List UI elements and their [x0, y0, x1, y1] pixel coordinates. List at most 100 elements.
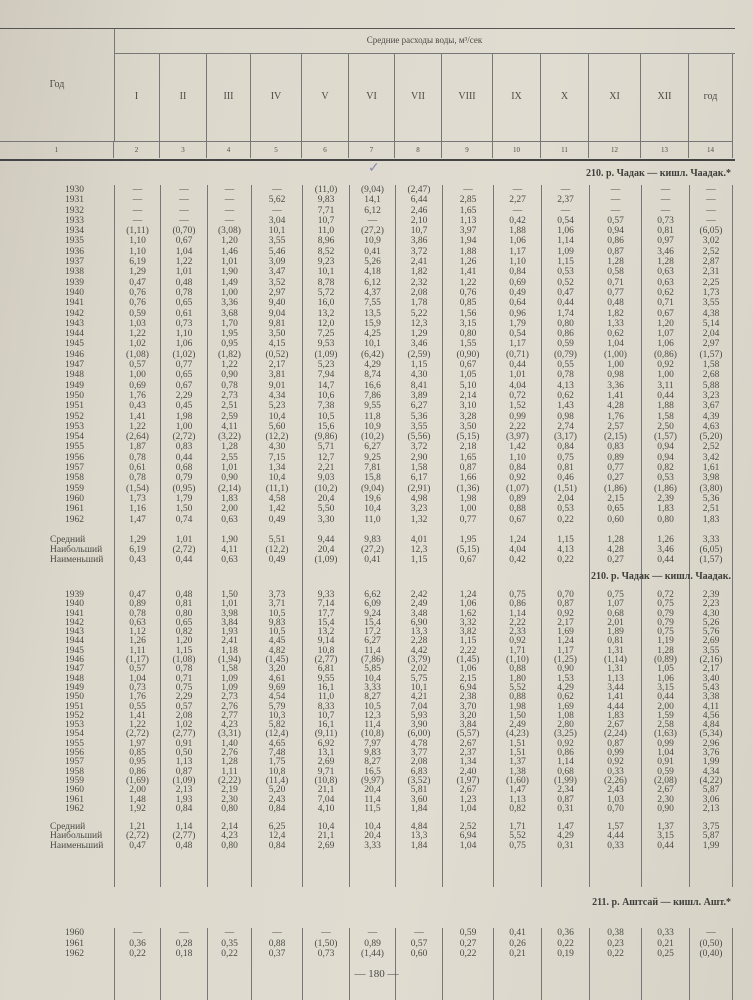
value-cell: (1,11) [114, 226, 160, 237]
value-cell: 0,59 [541, 339, 589, 350]
year-cell [0, 525, 114, 535]
value-cell: 1,22 [114, 720, 160, 731]
value-cell: 4,01 [395, 534, 442, 546]
value-cell: 21,1 [302, 785, 349, 796]
value-cell: (0,70) [160, 226, 207, 237]
table-row: 1939 0,47 0,48 1,49 3,52 8,78 6,12 2,32 1,22 0,69… [0, 277, 735, 288]
table-row: 1942 0,59 0,61 3,68 9,04 13,2 13,5 5,22 1,56 0,96… [0, 308, 735, 319]
value-cell: 5,20 [251, 785, 302, 796]
value-cell: 5,10 [442, 380, 493, 391]
table-row: 1952 1,41 2,08 2,77 10,3 10,7 12,3 5,93 3,20 1,50… [0, 711, 735, 722]
value-cell: 0,67 [493, 514, 541, 525]
value-cell: — [114, 195, 160, 206]
value-cell: 2,01 [589, 618, 641, 629]
value-cell: 2,87 [689, 257, 733, 268]
value-cell: 2,17 [251, 360, 302, 371]
value-cell [207, 851, 251, 888]
value-cell: 1,41 [442, 267, 493, 278]
value-cell: 10,4 [349, 822, 395, 833]
value-cell [349, 959, 395, 1000]
value-cell [689, 524, 733, 535]
value-cell: — [349, 928, 395, 939]
value-cell: 4,61 [251, 674, 302, 684]
summary-row: Наименьший 0,47 0,48 0,80 0,84 2,69 3,33 1,84 1,… [0, 841, 735, 852]
value-cell: 2,14 [442, 390, 493, 402]
value-cell: 1,21 [114, 822, 160, 833]
value-cell: 0,27 [589, 473, 641, 484]
table-row: 1962 1,92 0,84 0,80 0,84 4,10 11,5 1,84 1,04 0,82… [0, 804, 735, 815]
value-cell: 0,73 [302, 949, 349, 960]
table-row: 1947 0,57 0,77 1,22 2,17 5,23 4,29 1,15 0,67 0,44… [0, 360, 735, 371]
value-cell: 3,50 [442, 421, 493, 433]
value-cell: 1,52 [493, 401, 541, 412]
value-cell: 6,17 [395, 473, 442, 484]
table-row: 1944 1,22 1,10 1,95 3,50 7,25 4,25 1,29 0,80 0,54… [0, 329, 735, 340]
table-row: 1948 1,00 0,65 0,90 3,81 7,94 8,74 4,30 1,05 1,01… [0, 370, 735, 381]
value-cell: 1,22 [442, 277, 493, 288]
value-cell: 1,24 [541, 637, 589, 647]
year-cell: 1958 [65, 766, 84, 777]
value-cell: 1,00 [207, 287, 251, 299]
value-cell [442, 565, 493, 596]
value-cell: 2,08 [160, 711, 207, 722]
value-cell: 8,74 [349, 370, 395, 381]
value-cell: (6,05) [689, 226, 733, 237]
value-cell: 15,4 [302, 618, 349, 629]
table-row: 1950 1,76 2,29 2,73 4,54 11,0 8,27 4,21 2,38 0,88… [0, 692, 735, 703]
year-cell: 1944 [65, 636, 84, 647]
value-cell: 3,84 [442, 720, 493, 731]
value-cell: 9,55 [302, 674, 349, 684]
value-cell [541, 851, 589, 888]
value-cell: 0,86 [589, 236, 641, 247]
value-cell: 0,22 [541, 938, 589, 949]
value-cell: 1,93 [160, 795, 207, 805]
value-cell: 0,75 [641, 627, 689, 638]
value-cell: 0,63 [207, 514, 251, 525]
value-cell: 1,41 [114, 411, 160, 422]
value-cell: 0,50 [160, 748, 207, 759]
value-cell: 9,83 [251, 618, 302, 629]
value-cell: 1,98 [442, 493, 493, 505]
table-row: 1961 1,48 1,93 2,30 2,43 7,04 11,4 3,60 1,23 1,13… [0, 795, 735, 805]
value-cell: 3,32 [442, 618, 493, 629]
table-row: 1953 1,22 1,00 4,11 5,60 15,6 10,9 3,55 3,50 2,22… [0, 421, 735, 433]
value-cell: 2,49 [493, 720, 541, 731]
value-cell: 1,13 [442, 215, 493, 227]
value-cell: — [251, 185, 302, 196]
year-cell: 1949 [65, 380, 84, 391]
value-cell: 0,77 [442, 514, 493, 525]
value-cell: 1,88 [493, 226, 541, 237]
value-cell: 1,01 [207, 257, 251, 268]
value-cell: 20,4 [302, 545, 349, 556]
value-cell: — [541, 205, 589, 216]
value-cell: 0,63 [207, 555, 251, 566]
value-cell: 0,44 [541, 298, 589, 309]
value-cell: 7,48 [251, 748, 302, 759]
value-cell: 2,29 [160, 390, 207, 402]
value-cell: 1,19 [641, 637, 689, 647]
value-cell: (1,08) [114, 349, 160, 361]
value-cell: 12,7 [302, 452, 349, 464]
value-cell: (1,86) [589, 483, 641, 494]
value-cell: (6,05) [689, 545, 733, 556]
value-cell: 0,21 [641, 938, 689, 949]
value-cell: — [442, 185, 493, 196]
summary-label: Средний [50, 822, 86, 833]
value-cell: 1,55 [442, 339, 493, 350]
value-cell: 9,04 [251, 308, 302, 319]
year-cell: 1958 [65, 473, 84, 484]
value-cell: 1,16 [114, 504, 160, 515]
table-row: 1946 (1,17) (1,08) (1,94) (1,45) (2,77) (7,86)… [0, 655, 735, 666]
value-cell: 0,78 [207, 380, 251, 391]
table-row: 1950 1,76 2,29 2,73 4,34 10,6 7,86 3,89 2,14 0,72… [0, 390, 735, 402]
value-cell: 6,27 [349, 442, 395, 453]
value-cell: 1,51 [493, 748, 541, 759]
value-cell [349, 814, 395, 824]
value-cell: 1,83 [589, 711, 641, 722]
value-cell: (5,20) [689, 432, 733, 443]
value-cell: 12,3 [395, 545, 442, 556]
value-cell: 1,11 [114, 646, 160, 657]
value-cell: 2,67 [589, 720, 641, 731]
value-cell: 0,44 [641, 841, 689, 852]
value-cell: 2,67 [442, 739, 493, 750]
